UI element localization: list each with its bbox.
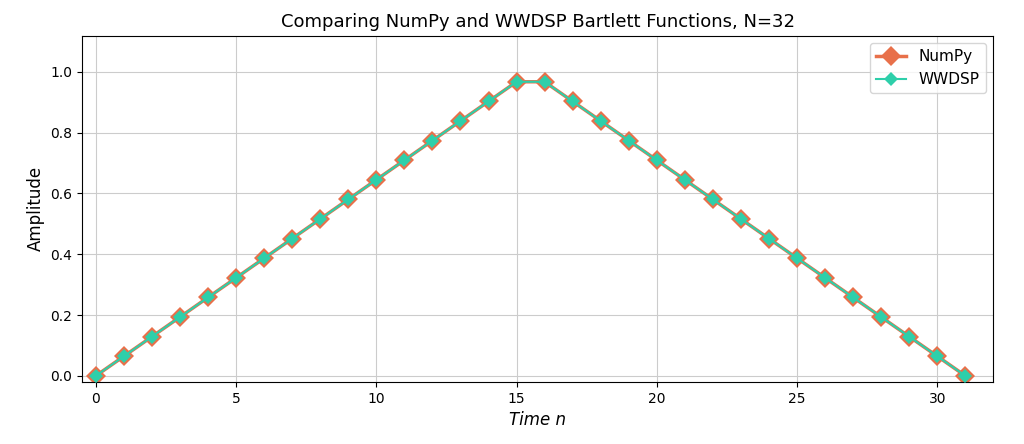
NumPy <box>286 236 298 241</box>
WWDSP <box>482 99 495 104</box>
NumPy <box>874 314 887 320</box>
WWDSP <box>426 138 438 143</box>
NumPy <box>398 158 411 163</box>
NumPy <box>510 79 522 84</box>
WWDSP <box>763 236 775 241</box>
WWDSP <box>202 295 214 300</box>
NumPy <box>959 373 972 378</box>
NumPy <box>455 118 467 123</box>
WWDSP <box>959 373 972 378</box>
NumPy <box>847 295 859 300</box>
WWDSP <box>314 216 327 222</box>
WWDSP <box>707 197 719 202</box>
NumPy <box>791 255 803 261</box>
WWDSP <box>791 255 803 261</box>
NumPy <box>931 353 943 359</box>
Legend: NumPy, WWDSP: NumPy, WWDSP <box>869 43 986 93</box>
NumPy <box>230 275 243 281</box>
NumPy <box>819 275 831 281</box>
NumPy <box>707 197 719 202</box>
WWDSP <box>286 236 298 241</box>
NumPy <box>763 236 775 241</box>
NumPy <box>174 314 186 320</box>
Line: WWDSP: WWDSP <box>91 77 970 381</box>
NumPy <box>595 118 607 123</box>
WWDSP <box>595 118 607 123</box>
WWDSP <box>623 138 635 143</box>
WWDSP <box>371 177 383 182</box>
WWDSP <box>735 216 748 222</box>
WWDSP <box>174 314 186 320</box>
WWDSP <box>650 158 663 163</box>
Title: Comparing NumPy and WWDSP Bartlett Functions, N=32: Comparing NumPy and WWDSP Bartlett Funct… <box>281 13 795 31</box>
WWDSP <box>118 353 130 359</box>
NumPy <box>903 334 915 339</box>
NumPy <box>482 99 495 104</box>
WWDSP <box>230 275 243 281</box>
WWDSP <box>398 158 411 163</box>
WWDSP <box>145 334 158 339</box>
WWDSP <box>874 314 887 320</box>
WWDSP <box>510 79 522 84</box>
NumPy <box>650 158 663 163</box>
WWDSP <box>342 197 354 202</box>
NumPy <box>539 79 551 84</box>
WWDSP <box>90 373 102 378</box>
NumPy <box>679 177 691 182</box>
Y-axis label: Amplitude: Amplitude <box>27 166 45 251</box>
WWDSP <box>455 118 467 123</box>
NumPy <box>118 353 130 359</box>
NumPy <box>566 99 579 104</box>
NumPy <box>145 334 158 339</box>
NumPy <box>426 138 438 143</box>
WWDSP <box>539 79 551 84</box>
WWDSP <box>819 275 831 281</box>
NumPy <box>371 177 383 182</box>
WWDSP <box>258 255 270 261</box>
X-axis label: Time n: Time n <box>509 411 566 429</box>
WWDSP <box>903 334 915 339</box>
NumPy <box>202 295 214 300</box>
NumPy <box>623 138 635 143</box>
WWDSP <box>566 99 579 104</box>
WWDSP <box>931 353 943 359</box>
Line: NumPy: NumPy <box>89 75 972 383</box>
NumPy <box>314 216 327 222</box>
NumPy <box>90 373 102 378</box>
NumPy <box>735 216 748 222</box>
NumPy <box>342 197 354 202</box>
WWDSP <box>847 295 859 300</box>
NumPy <box>258 255 270 261</box>
WWDSP <box>679 177 691 182</box>
